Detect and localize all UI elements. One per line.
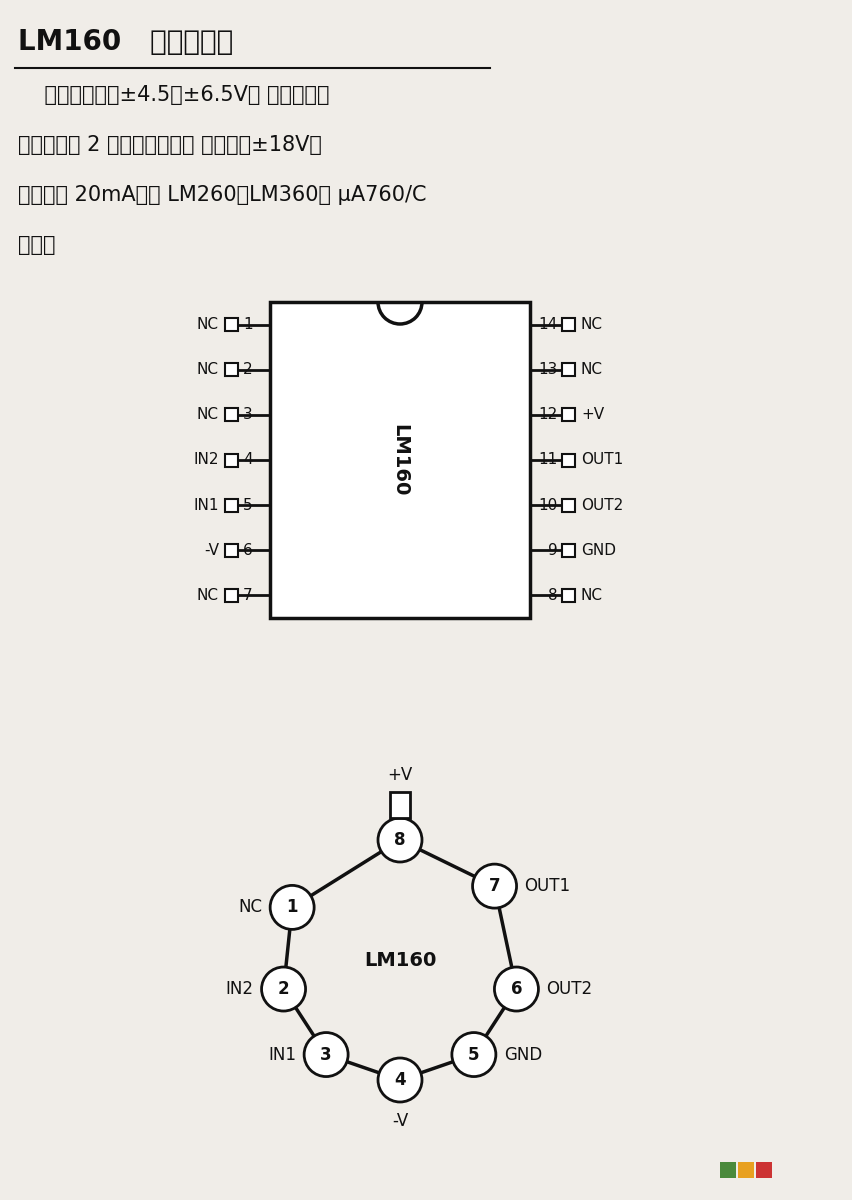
Text: 2: 2 [278, 980, 289, 998]
Text: NC: NC [197, 317, 219, 332]
Text: OUT2: OUT2 [580, 498, 623, 512]
Text: 4: 4 [394, 1070, 406, 1090]
Circle shape [377, 1058, 422, 1102]
Text: 8: 8 [548, 588, 557, 602]
Text: IN2: IN2 [225, 980, 253, 998]
Circle shape [262, 967, 305, 1012]
Text: 互补输出； 2 输出延迟一致； 输入电压±18V；: 互补输出； 2 输出延迟一致； 输入电压±18V； [18, 134, 321, 155]
Text: 5: 5 [243, 498, 252, 512]
Bar [561, 589, 574, 602]
Text: 输出电流 20mA；同 LM260、LM360； μA760/C: 输出电流 20mA；同 LM260、LM360； μA760/C [18, 185, 426, 205]
Bar [737, 1162, 753, 1178]
Bar [561, 318, 574, 331]
Text: 5: 5 [468, 1045, 479, 1063]
Text: 1: 1 [243, 317, 252, 332]
Text: -V: -V [204, 542, 219, 558]
Bar [225, 318, 238, 331]
Text: 12: 12 [538, 407, 557, 422]
Text: 4: 4 [243, 452, 252, 468]
Text: OUT1: OUT1 [524, 877, 570, 895]
Text: IN1: IN1 [268, 1045, 296, 1063]
Bar [561, 364, 574, 377]
Bar [719, 1162, 735, 1178]
Text: 14: 14 [538, 317, 557, 332]
Text: GND: GND [504, 1045, 542, 1063]
Text: NC: NC [580, 362, 602, 377]
Circle shape [377, 818, 422, 862]
Text: LM160: LM160 [364, 950, 435, 970]
Bar [225, 364, 238, 377]
Text: NC: NC [580, 317, 602, 332]
Bar [755, 1162, 771, 1178]
Text: 2: 2 [243, 362, 252, 377]
Bar [561, 408, 574, 421]
Text: 工作电压范围±4.5～±6.5V； 差动输入；: 工作电压范围±4.5～±6.5V； 差动输入； [18, 85, 329, 104]
Bar [561, 454, 574, 467]
Text: -V: -V [391, 1112, 407, 1130]
Text: 6: 6 [243, 542, 252, 558]
Bar [561, 544, 574, 557]
Text: 7: 7 [243, 588, 252, 602]
Bar [225, 408, 238, 421]
Bar [225, 589, 238, 602]
Circle shape [494, 967, 538, 1012]
Text: 6: 6 [510, 980, 521, 998]
Text: 7: 7 [488, 877, 500, 895]
Bar [225, 544, 238, 557]
Text: LM160   电压比较器: LM160 电压比较器 [18, 28, 233, 56]
Text: 3: 3 [243, 407, 252, 422]
Text: NC: NC [238, 899, 262, 917]
Circle shape [452, 1032, 495, 1076]
Text: 8: 8 [394, 830, 406, 850]
Bar [389, 792, 410, 818]
Bar [225, 499, 238, 511]
Text: LM160: LM160 [390, 424, 409, 496]
Text: NC: NC [580, 588, 602, 602]
Circle shape [270, 886, 314, 929]
Text: IN2: IN2 [193, 452, 219, 468]
Text: 11: 11 [538, 452, 557, 468]
Text: 1: 1 [286, 899, 297, 917]
Text: 10: 10 [538, 498, 557, 512]
Text: NC: NC [197, 407, 219, 422]
Text: +V: +V [580, 407, 603, 422]
Bar [270, 302, 529, 618]
Circle shape [472, 864, 516, 908]
Bar [225, 454, 238, 467]
Text: 9: 9 [548, 542, 557, 558]
Text: 13: 13 [538, 362, 557, 377]
Text: NC: NC [197, 362, 219, 377]
Text: +V: +V [387, 766, 412, 784]
Text: OUT1: OUT1 [580, 452, 623, 468]
Circle shape [304, 1032, 348, 1076]
Text: GND: GND [580, 542, 615, 558]
Bar [561, 499, 574, 511]
Text: 3: 3 [320, 1045, 331, 1063]
Text: 兼容。: 兼容。 [18, 235, 55, 254]
Text: NC: NC [197, 588, 219, 602]
Text: OUT2: OUT2 [546, 980, 592, 998]
Text: IN1: IN1 [193, 498, 219, 512]
